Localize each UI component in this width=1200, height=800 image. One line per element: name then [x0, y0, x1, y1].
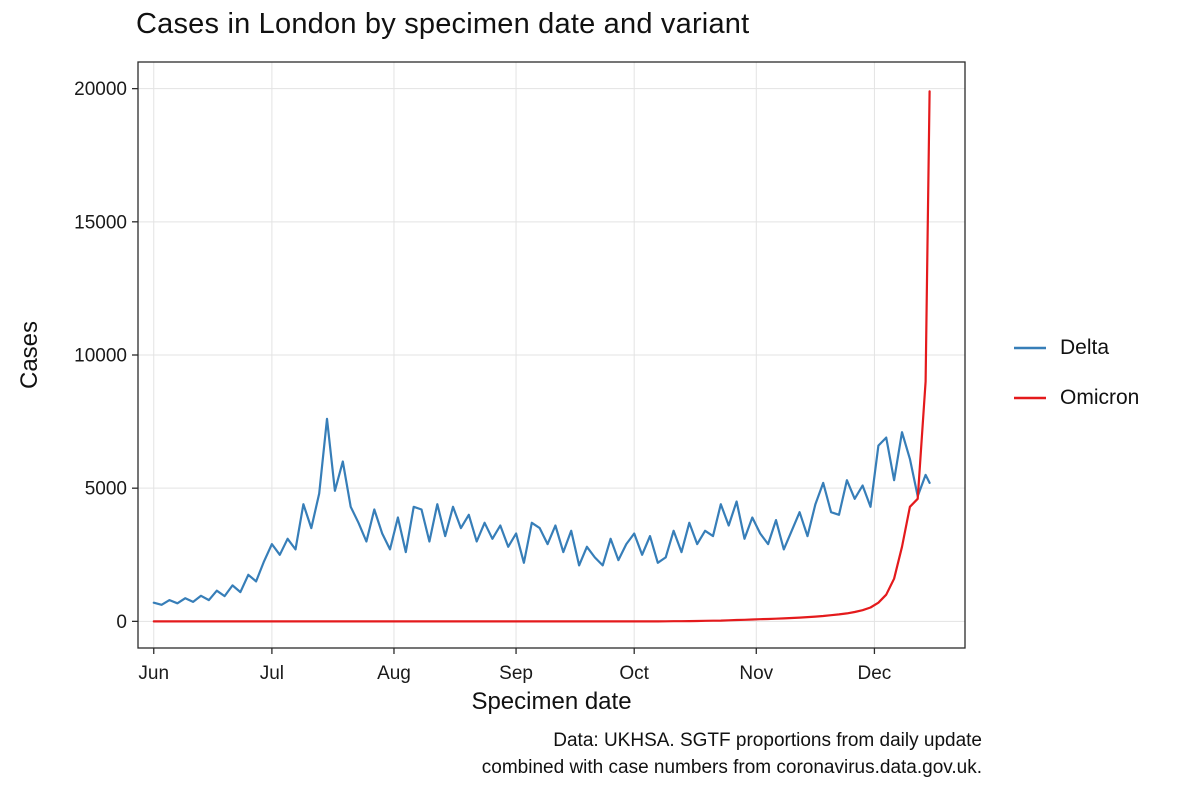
chart-title: Cases in London by specimen date and var…	[136, 8, 750, 40]
caption-line-2: combined with case numbers from coronavi…	[481, 756, 982, 778]
x-tick-label: Aug	[377, 663, 411, 684]
y-axis-title: Cases	[16, 320, 43, 390]
y-tick-label: 15000	[74, 212, 127, 233]
x-tick-label: Jun	[138, 663, 169, 684]
y-tick-label: 0	[116, 612, 127, 633]
caption: Data: UKHSA. SGTF proportions from daily…	[482, 728, 982, 781]
legend-item-omicron: Omicron	[1012, 386, 1139, 410]
caption-line-1: Data: UKHSA. SGTF proportions from daily…	[553, 730, 982, 751]
x-tick-label: Nov	[739, 663, 773, 684]
x-tick-label: Sep	[499, 663, 533, 684]
y-tick-label: 5000	[85, 479, 127, 500]
y-tick-label: 20000	[74, 79, 127, 100]
series-line-omicron	[152, 90, 931, 623]
delta-line-key-icon	[1014, 346, 1046, 350]
x-tick-label: Dec	[858, 663, 892, 684]
x-tick-label: Oct	[619, 663, 649, 684]
legend-label-omicron: Omicron	[1060, 386, 1140, 409]
legend-label-delta: Delta	[1060, 336, 1110, 359]
series-line-delta	[152, 417, 931, 606]
legend-item-delta: Delta	[1012, 336, 1139, 360]
x-axis-title: Specimen date	[471, 688, 632, 715]
omicron-line-key-icon	[1014, 396, 1046, 400]
y-tick-label: 10000	[74, 346, 127, 367]
legend: Delta Omicron	[1012, 336, 1139, 410]
x-tick-label: Jul	[260, 663, 284, 684]
